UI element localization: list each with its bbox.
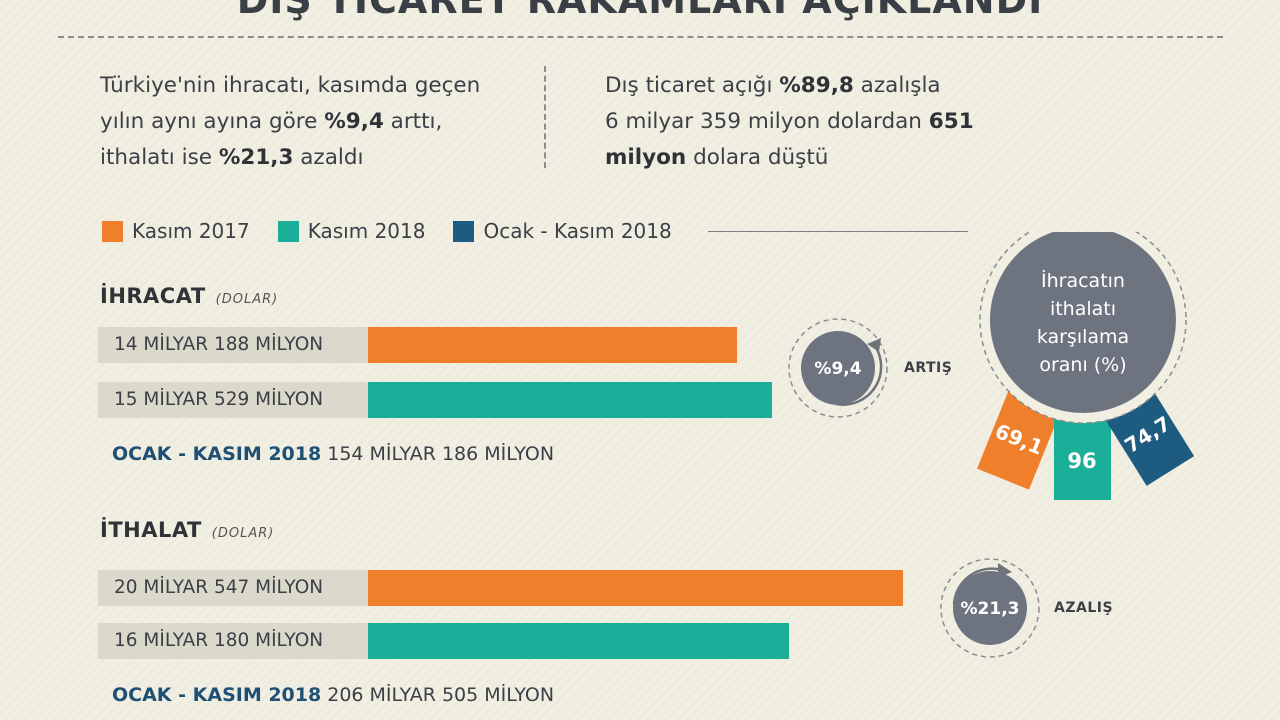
export-total-value: 154 MİLYAR 186 MİLYON — [327, 443, 555, 465]
export-change-badge: %9,4 ARTIŞ — [788, 318, 952, 418]
coverage-ratio-badge: 69,1 96 74,7 İhracatın ithalatı karşılam… — [977, 232, 1195, 500]
import-total: OCAK - KASIM 2018 206 MİLYAR 505 MİLYON — [112, 684, 554, 706]
export-bar-2017 — [368, 327, 737, 363]
legend-label-kasim-2018: Kasım 2018 — [307, 219, 426, 243]
title-divider — [58, 36, 1223, 38]
import-total-label: OCAK - KASIM 2018 — [112, 684, 322, 706]
legend-item-ocak-kasim-2018: Ocak - Kasım 2018 — [453, 219, 672, 243]
legend-item-kasim-2017: Kasım 2017 — [102, 219, 250, 243]
coverage-ratio-circle — [990, 232, 1176, 413]
export-title: İHRACAT (DOLAR) — [100, 284, 278, 308]
export-title-text: İHRACAT — [100, 284, 206, 308]
import-total-value: 206 MİLYAR 505 MİLYON — [327, 684, 555, 706]
coverage-ratio-title-line-3: karşılama — [1037, 326, 1129, 348]
legend-swatch-kasim-2017 — [102, 220, 123, 242]
export-bar-2018 — [368, 382, 772, 418]
legend-item-kasim-2018: Kasım 2018 — [277, 219, 426, 243]
page-title: DIŞ TİCARET RAKAMLARI AÇIKLANDI — [236, 0, 1044, 22]
legend-label-kasim-2017: Kasım 2017 — [132, 219, 250, 243]
arrow-up-icon — [867, 338, 881, 352]
coverage-ratio-title-line-1: İhracatın — [1041, 269, 1125, 292]
import-title-text: İTHALAT — [100, 518, 202, 542]
import-change-label: AZALIŞ — [1054, 600, 1113, 616]
import-bar-2017 — [368, 570, 903, 606]
legend-swatch-kasim-2018 — [277, 220, 299, 242]
export-total-label: OCAK - KASIM 2018 — [112, 443, 322, 465]
intro-right-line-2: 6 milyar 359 milyon dolardan 651 — [605, 109, 974, 134]
intro-right: Dış ticaret açığı %89,8 azalışla 6 milya… — [605, 68, 974, 176]
intro-right-line-3: milyon dolara düştü — [605, 145, 829, 170]
intro-left: Türkiye'nin ihracatı, kasımda geçen yılı… — [100, 68, 480, 176]
intro-left-line-3: ithalatı ise %21,3 azaldı — [100, 145, 364, 170]
export-bar-label-2018: 15 MİLYAR 529 MİLYON — [98, 382, 368, 418]
import-title: İTHALAT (DOLAR) — [100, 518, 274, 542]
export-total: OCAK - KASIM 2018 154 MİLYAR 186 MİLYON — [112, 443, 554, 465]
import-bar-2018 — [368, 623, 789, 659]
export-change-circle — [801, 331, 875, 405]
legend-rule — [708, 231, 968, 232]
intro-left-line-1: Türkiye'nin ihracatı, kasımda geçen — [100, 73, 481, 98]
export-change-arrow-arc — [835, 345, 883, 406]
ribbon-kasim-2018-value: 96 — [1067, 449, 1096, 473]
export-change-value: %9,4 — [814, 359, 861, 379]
legend: Kasım 2017 Kasım 2018 Ocak - Kasım 2018 — [102, 216, 700, 246]
import-unit: (DOLAR) — [211, 526, 275, 541]
coverage-ratio-title-line-2: ithalatı — [1050, 298, 1116, 320]
import-change-circle — [953, 571, 1027, 645]
intro-right-line-1: Dış ticaret açığı %89,8 azalışla — [605, 73, 941, 98]
export-change-ring — [788, 318, 888, 418]
coverage-ratio-title-line-4: oranı (%) — [1039, 354, 1126, 376]
export-unit: (DOLAR) — [215, 292, 279, 307]
import-bar-label-2018: 16 MİLYAR 180 MİLYON — [98, 623, 368, 659]
export-bar-label-2017: 14 MİLYAR 188 MİLYON — [98, 327, 368, 363]
import-change-value: %21,3 — [961, 599, 1020, 619]
legend-swatch-ocak-kasim-2018 — [453, 220, 475, 242]
legend-label-ocak-kasim-2018: Ocak - Kasım 2018 — [483, 219, 672, 243]
import-bar-label-2017: 20 MİLYAR 547 MİLYON — [98, 570, 368, 606]
import-change-ring — [940, 558, 1040, 658]
intro-left-line-2: yılın aynı ayına göre %9,4 arttı, — [100, 109, 443, 134]
export-change-label: ARTIŞ — [904, 360, 952, 376]
intro-divider — [544, 66, 546, 168]
import-change-badge: %21,3 AZALIŞ — [940, 558, 1113, 658]
